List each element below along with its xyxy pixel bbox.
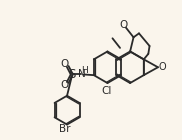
Text: Br: Br — [59, 124, 70, 134]
Text: O: O — [61, 59, 69, 69]
Text: Cl: Cl — [101, 86, 111, 96]
Text: S: S — [68, 68, 76, 81]
Text: O: O — [119, 20, 128, 30]
Text: N: N — [78, 69, 86, 80]
Text: O: O — [158, 62, 166, 72]
Text: O: O — [61, 80, 69, 90]
Text: H: H — [81, 66, 88, 75]
